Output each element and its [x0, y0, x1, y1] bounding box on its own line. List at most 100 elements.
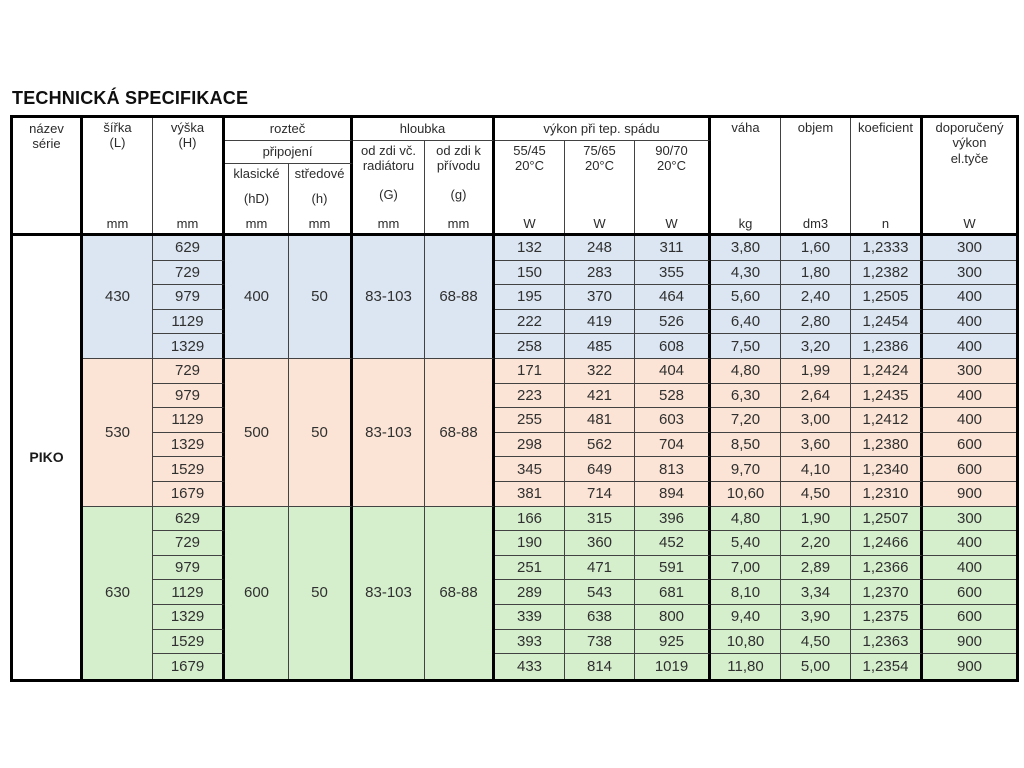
value-cell: 1,2354 — [851, 654, 923, 679]
height-mm-cell: 1679 — [153, 654, 225, 679]
hloubka-G-cell: 83-103 — [353, 236, 425, 359]
height-mm-cell: 1129 — [153, 408, 225, 433]
roztec-klasicke-cell: 400 — [225, 236, 289, 359]
header-unit: W — [593, 215, 606, 231]
table-body: PIKO 430 400 50 83-103 68-88 629 132 248 311 3,80 1… — [13, 236, 1016, 679]
series-name-cell: PIKO — [13, 236, 83, 679]
value-cell: 6,30 — [711, 383, 781, 409]
table-header: název série šířka (L) mm výška (H) mm ro… — [13, 118, 1016, 236]
value-cell: 2,20 — [781, 531, 851, 556]
value-cell: 195 — [495, 285, 565, 310]
header-objem: objem dm3 — [781, 118, 851, 233]
value-cell: 813 — [635, 457, 711, 482]
header-symbol: (hD) — [243, 190, 270, 206]
value-cell: 311 — [635, 236, 711, 261]
height-mm-cell: 1129 — [153, 580, 225, 605]
header-od-zdi-radiatoru: od zdi vč. radiátoru (G) mm — [353, 141, 425, 233]
value-cell: 7,20 — [711, 408, 781, 433]
header-vaha: váha kg — [711, 118, 781, 233]
header-unit: mm — [308, 215, 331, 231]
value-cell: 485 — [565, 334, 635, 359]
value-cell: 3,00 — [781, 408, 851, 433]
header-od-zdi-privodu: od zdi k přívodu (g) mm — [425, 141, 495, 233]
header-label: šířka (L) — [103, 120, 132, 151]
value-cell: 4,50 — [781, 629, 851, 655]
height-mm-cell: 979 — [153, 555, 225, 581]
header-unit: W — [665, 215, 678, 231]
value-cell: 452 — [635, 531, 711, 556]
value-cell: 222 — [495, 309, 565, 335]
header-label: 75/65 20°C — [583, 143, 616, 174]
value-cell: 800 — [635, 604, 711, 630]
value-cell: 562 — [565, 432, 635, 458]
value-cell: 166 — [495, 506, 565, 532]
header-unit: mm — [176, 215, 199, 231]
header-nazev-serie: název série — [13, 118, 83, 233]
value-cell: 1,2366 — [851, 555, 923, 581]
header-roztec-group: rozteč — [225, 118, 353, 141]
value-cell: 5,00 — [781, 654, 851, 679]
value-cell: 223 — [495, 383, 565, 409]
header-label: výška (H) — [170, 120, 205, 151]
value-cell: 381 — [495, 481, 565, 507]
value-cell: 7,00 — [711, 555, 781, 581]
header-unit: mm — [377, 215, 400, 231]
value-cell: 1,2466 — [851, 531, 923, 556]
value-cell: 900 — [923, 481, 1016, 507]
header-unit: kg — [738, 215, 753, 231]
header-symbol: (g) — [450, 187, 467, 202]
value-cell: 1,2375 — [851, 604, 923, 630]
value-cell: 400 — [923, 555, 1016, 581]
value-cell: 150 — [495, 260, 565, 286]
header-stredove: středové (h) mm — [289, 164, 353, 233]
page-title: TECHNICKÁ SPECIFIKACE — [12, 88, 249, 108]
value-cell: 315 — [565, 506, 635, 532]
value-cell: 8,50 — [711, 432, 781, 458]
value-cell: 1,2333 — [851, 236, 923, 261]
header-doporuceny-vykon: doporučený výkon el.tyče W — [923, 118, 1016, 233]
value-cell: 649 — [565, 457, 635, 482]
value-cell: 2,89 — [781, 555, 851, 581]
value-cell: 7,50 — [711, 334, 781, 359]
header-unit: mm — [447, 215, 470, 231]
value-cell: 6,40 — [711, 309, 781, 335]
value-cell: 1,2386 — [851, 334, 923, 359]
value-cell: 1,2505 — [851, 285, 923, 310]
value-cell: 393 — [495, 629, 565, 655]
header-sirka: šířka (L) mm — [83, 118, 153, 233]
value-cell: 600 — [923, 580, 1016, 605]
height-mm-cell: 1329 — [153, 432, 225, 458]
value-cell: 3,34 — [781, 580, 851, 605]
roztec-stredove-cell: 50 — [289, 236, 353, 359]
value-cell: 528 — [635, 383, 711, 409]
value-cell: 1,99 — [781, 358, 851, 384]
value-cell: 370 — [565, 285, 635, 310]
value-cell: 681 — [635, 580, 711, 605]
value-cell: 894 — [635, 481, 711, 507]
header-label: klasické — [233, 166, 280, 181]
value-cell: 1019 — [635, 654, 711, 679]
value-cell: 300 — [923, 236, 1016, 261]
value-cell: 300 — [923, 506, 1016, 532]
page: TECHNICKÁ SPECIFIKACE název série šířka … — [10, 88, 1019, 682]
header-vykon-5545: 55/45 20°C W — [495, 141, 565, 233]
value-cell: 400 — [923, 408, 1016, 433]
header-klasicke: klasické (hD) mm — [225, 164, 289, 233]
value-cell: 600 — [923, 432, 1016, 458]
height-mm-cell: 979 — [153, 383, 225, 409]
width-mm-cell: 530 — [83, 358, 153, 507]
value-cell: 603 — [635, 408, 711, 433]
value-cell: 258 — [495, 334, 565, 359]
header-unit: mm — [106, 215, 129, 231]
value-cell: 11,80 — [711, 654, 781, 679]
value-cell: 4,50 — [781, 481, 851, 507]
value-cell: 3,20 — [781, 334, 851, 359]
roztec-stredove-cell: 50 — [289, 506, 353, 679]
value-cell: 190 — [495, 531, 565, 556]
header-vyska: výška (H) mm — [153, 118, 225, 233]
value-cell: 526 — [635, 309, 711, 335]
header-koeficient: koeficient n — [851, 118, 923, 233]
value-cell: 2,64 — [781, 383, 851, 409]
value-cell: 3,80 — [711, 236, 781, 261]
value-cell: 400 — [923, 383, 1016, 409]
